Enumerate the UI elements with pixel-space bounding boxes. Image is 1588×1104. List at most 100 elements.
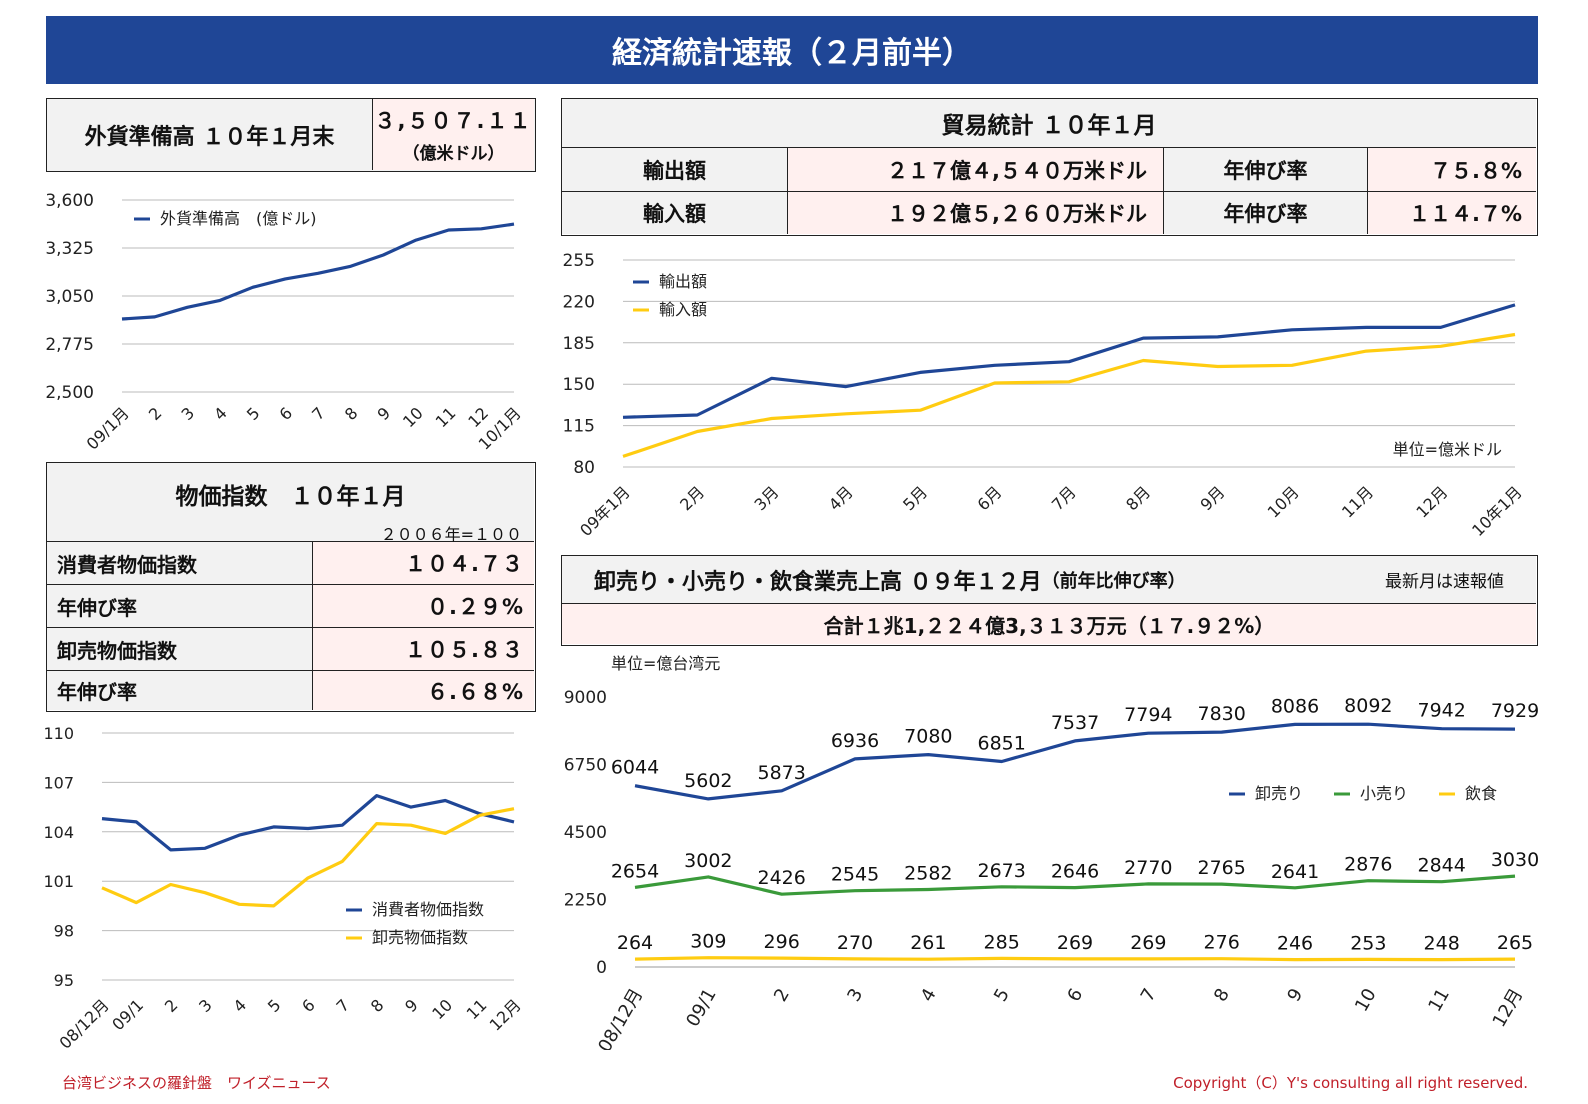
- y-tick-label: 98: [54, 922, 74, 941]
- data-label: 7830: [1197, 703, 1245, 725]
- x-tick-label: 12月: [486, 995, 525, 1034]
- x-tick-label: 7月: [1048, 482, 1080, 514]
- y-tick-label: 6750: [564, 756, 607, 776]
- data-label: 2844: [1417, 855, 1465, 877]
- trade-title: 貿易統計 １０年１月: [562, 99, 1536, 148]
- reserves-label: 外貨準備高 １０年１月末: [84, 124, 335, 150]
- data-label: 2654: [611, 860, 659, 882]
- y-tick-label: 107: [43, 773, 74, 792]
- y-tick-label: 3,600: [45, 191, 94, 211]
- y-tick-label: 3,325: [45, 239, 94, 259]
- y-tick-label: 9000: [564, 688, 607, 708]
- y-tick-label: 185: [563, 334, 595, 354]
- data-label: 246: [1277, 933, 1313, 955]
- data-label: 6851: [977, 732, 1025, 754]
- x-tick-label: 12月: [1412, 482, 1451, 521]
- wpi-label: 卸売物価指数: [47, 628, 313, 671]
- series-line-3: [634, 956, 1516, 962]
- data-label: 8086: [1271, 695, 1319, 717]
- sales-title: 卸売り・小売り・飲食業売上高 ０９年１２月: [594, 569, 1042, 595]
- cpi-growth-label: 年伸び率: [47, 585, 313, 628]
- data-label: 269: [1057, 932, 1093, 954]
- sales-box: 卸売り・小売り・飲食業売上高 ０９年１２月 （前年比伸び率） 最新月は速報値 合…: [561, 555, 1538, 646]
- x-tick-label: 11: [1424, 985, 1454, 1015]
- x-tick-label: 4: [917, 985, 941, 1005]
- x-tick-label: 11: [432, 403, 460, 431]
- x-tick-label: 3: [195, 995, 216, 1016]
- legend-label: 卸売物価指数: [372, 928, 468, 947]
- import-value: １９２億５,２６０万米ドル: [788, 192, 1164, 234]
- reserves-value-cell: ３,５０７.１１ （億米ドル）: [372, 99, 534, 170]
- trade-box: 貿易統計 １０年１月 輸出額 ２１７億４,５４０万米ドル 年伸び率 ７５.８% …: [561, 98, 1538, 236]
- y-tick-label: 115: [563, 417, 595, 437]
- page-title: 経済統計速報（２月前半）: [46, 16, 1538, 84]
- data-label: 7080: [904, 726, 952, 748]
- reserves-box: 外貨準備高 １０年１月末 ３,５０７.１１ （億米ドル）: [46, 98, 536, 172]
- legend-label: 消費者物価指数: [372, 900, 484, 919]
- footer-brand: 台湾ビジネスの羅針盤 ワイズニュース: [62, 1074, 331, 1092]
- series-line-1: [622, 303, 1516, 419]
- data-label: 248: [1424, 933, 1460, 955]
- x-tick-label: 2月: [676, 482, 708, 514]
- data-label: 2876: [1344, 854, 1392, 876]
- x-tick-label: 3: [178, 403, 199, 424]
- x-tick-label: 10: [428, 995, 456, 1023]
- y-tick-label: 95: [54, 971, 74, 990]
- x-tick-label: 3: [843, 985, 867, 1005]
- data-label: 253: [1350, 932, 1386, 954]
- prices-box: 物価指数 １０年１月 ２００６年=１００ 消費者物価指数 １０４.７３ 年伸び率…: [46, 462, 536, 712]
- cpi-growth: ０.２９%: [313, 585, 534, 628]
- data-label: 7794: [1124, 704, 1172, 726]
- x-tick-label: 6月: [974, 482, 1006, 514]
- x-tick-label: 4: [230, 995, 251, 1016]
- data-label: 309: [690, 931, 726, 953]
- reserves-unit: （億米ドル）: [402, 144, 505, 164]
- x-tick-label: 10: [399, 403, 427, 431]
- x-tick-label: 7: [308, 403, 329, 424]
- wpi-growth: ６.６８%: [313, 671, 534, 710]
- x-tick-label: 7: [333, 995, 354, 1016]
- data-label: 296: [764, 931, 800, 953]
- sales-title-note: （前年比伸び率）: [1041, 570, 1186, 592]
- legend-label: 卸売り: [1255, 784, 1303, 803]
- data-label: 7537: [1051, 712, 1099, 734]
- data-label: 2426: [757, 867, 805, 889]
- sales-chart: 0 2250 4500 6750 9000 08/12月 09/1 2 3 4 5 6 7 8 9 10 11 1…: [564, 654, 1539, 1050]
- x-tick-label: 5月: [899, 482, 931, 514]
- x-tick-label: 09/1: [108, 995, 147, 1034]
- data-label: 265: [1497, 932, 1533, 954]
- data-label: 7942: [1417, 700, 1465, 722]
- legend-label: 小売り: [1360, 784, 1408, 803]
- series-line-2: [634, 874, 1516, 896]
- x-tick-label: 10年1月: [1468, 482, 1526, 540]
- data-label: 2765: [1197, 857, 1245, 879]
- data-label: 270: [837, 932, 873, 954]
- x-tick-label: 7: [1137, 985, 1161, 1005]
- sales-total: 合計１兆1,２２４億3,３１３万元（１７.９２%）: [562, 604, 1536, 644]
- data-label: 2545: [831, 864, 879, 886]
- legend-label: 輸出額: [659, 272, 707, 291]
- data-label: 3030: [1491, 849, 1539, 871]
- footer-copyright: Copyright（C）Y's consulting all right res…: [1173, 1074, 1528, 1092]
- x-tick-label: 8: [341, 403, 362, 424]
- data-label: 6936: [831, 730, 879, 752]
- data-label: 261: [910, 932, 946, 954]
- data-label: 269: [1130, 932, 1166, 954]
- export-growth: ７５.８%: [1368, 148, 1536, 192]
- import-growth: １１４.７%: [1368, 192, 1536, 234]
- data-label: 276: [1204, 932, 1240, 954]
- x-tick-label: 6: [1063, 985, 1087, 1005]
- y-tick-label: 80: [573, 458, 595, 478]
- x-tick-label: 08/12月: [55, 995, 112, 1052]
- export-value: ２１７億４,５４０万米ドル: [788, 148, 1164, 192]
- data-label: 264: [617, 932, 653, 954]
- legend-label: 輸入額: [659, 300, 707, 319]
- y-tick-label: 101: [43, 872, 74, 891]
- x-tick-label: 5: [264, 995, 285, 1016]
- x-tick-label: 5: [243, 403, 264, 424]
- series-line-1: [101, 793, 515, 852]
- data-label: 285: [984, 931, 1020, 953]
- x-tick-label: 12月: [1489, 985, 1528, 1031]
- prices-title: 物価指数 １０年１月: [175, 484, 406, 510]
- x-tick-label: 2: [145, 403, 166, 424]
